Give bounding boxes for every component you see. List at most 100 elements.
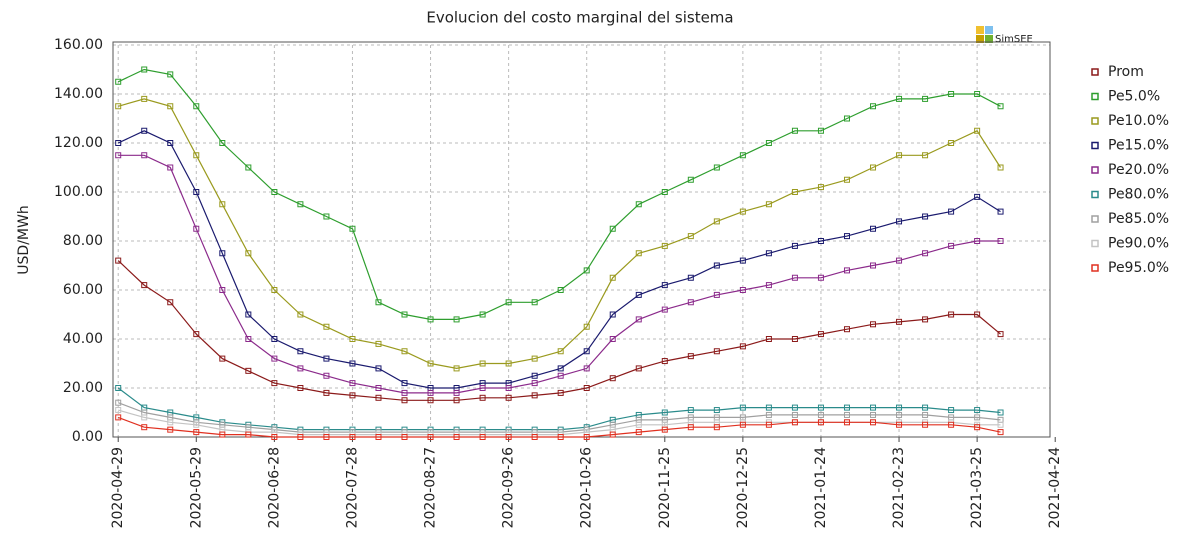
chart-title: Evolucion del costo marginal del sistema: [426, 9, 733, 27]
point: [115, 78, 122, 85]
point: [193, 152, 200, 159]
point: [271, 287, 278, 293]
point: [739, 287, 746, 293]
point: [167, 419, 174, 426]
point: [115, 399, 122, 406]
series-line: [117, 130, 1001, 389]
point: [609, 431, 616, 438]
point: [427, 397, 434, 404]
point: [531, 380, 538, 387]
point: [349, 360, 356, 367]
point: [141, 95, 148, 102]
point: [817, 419, 824, 426]
point: [167, 299, 174, 306]
point: [453, 316, 460, 323]
point: [609, 274, 616, 281]
point: [453, 365, 460, 372]
point: [791, 274, 798, 281]
point: [922, 411, 929, 418]
point: [219, 250, 226, 257]
point: [843, 419, 850, 426]
logo-block: [976, 26, 984, 34]
point: [635, 291, 642, 298]
point: [922, 404, 929, 411]
x-tick-label: 2020-12-25: [735, 447, 751, 528]
x-tick-label: 2020-08-27: [423, 447, 439, 528]
point: [974, 91, 981, 97]
point: [974, 193, 981, 200]
point: [843, 411, 850, 418]
point: [115, 152, 122, 159]
point: [297, 434, 304, 440]
point: [765, 336, 772, 342]
series-line: [117, 260, 1001, 401]
point: [271, 336, 278, 342]
y-tick-label: 0.00: [72, 429, 103, 445]
legend-marker: [1091, 68, 1099, 76]
point: [713, 424, 720, 431]
point: [922, 250, 929, 257]
point: [245, 336, 252, 342]
legend-marker: [1091, 239, 1099, 248]
point: [870, 321, 877, 328]
legend-label: Pe80.0%: [1108, 187, 1169, 203]
point: [349, 336, 356, 342]
point: [271, 380, 278, 387]
point: [115, 103, 122, 110]
y-tick-label: 120.00: [54, 135, 103, 151]
point: [948, 421, 955, 428]
point: [323, 213, 330, 220]
point: [583, 267, 590, 274]
point: [479, 311, 486, 318]
legend-label: Pe20.0%: [1108, 162, 1169, 178]
point: [349, 225, 356, 232]
point: [635, 250, 642, 257]
point: [531, 372, 538, 379]
legend-label: Prom: [1108, 64, 1144, 80]
point: [557, 372, 564, 379]
point: [271, 189, 278, 195]
point: [375, 340, 382, 347]
x-tick-label: 2020-09-26: [501, 447, 517, 528]
point: [661, 242, 668, 249]
point: [141, 66, 148, 73]
point: [997, 164, 1004, 171]
point: [609, 375, 616, 382]
series-line: [117, 68, 1001, 320]
x-tick-label: 2020-05-29: [188, 447, 204, 528]
legend-label: Pe5.0%: [1108, 89, 1160, 105]
point: [687, 176, 694, 183]
point: [375, 299, 382, 306]
legend-marker: [1091, 92, 1099, 101]
point: [557, 389, 564, 396]
point: [974, 127, 981, 134]
x-tick-label: 2020-04-29: [110, 447, 126, 528]
point: [687, 424, 694, 431]
point: [843, 267, 850, 274]
point: [141, 152, 148, 159]
legend-marker: [1091, 141, 1099, 150]
point: [505, 299, 512, 306]
point: [609, 225, 616, 232]
x-tick-label: 2020-10-26: [579, 447, 595, 528]
y-tick-label: 40.00: [63, 331, 103, 347]
point: [193, 189, 200, 195]
point: [141, 424, 148, 431]
point: [219, 355, 226, 362]
point: [635, 429, 642, 436]
logo-block: [985, 26, 993, 34]
point: [817, 238, 824, 244]
x-tick-label: 2021-04-24: [1047, 447, 1063, 528]
point: [997, 421, 1004, 428]
point: [609, 311, 616, 318]
point: [297, 385, 304, 391]
point: [713, 407, 720, 414]
point: [401, 397, 408, 404]
legend-marker: [1091, 190, 1099, 199]
y-tick-label: 160.00: [54, 37, 103, 53]
point: [427, 360, 434, 367]
logo-block: [985, 35, 993, 43]
point: [583, 385, 590, 391]
point: [219, 140, 226, 146]
point: [245, 431, 252, 438]
